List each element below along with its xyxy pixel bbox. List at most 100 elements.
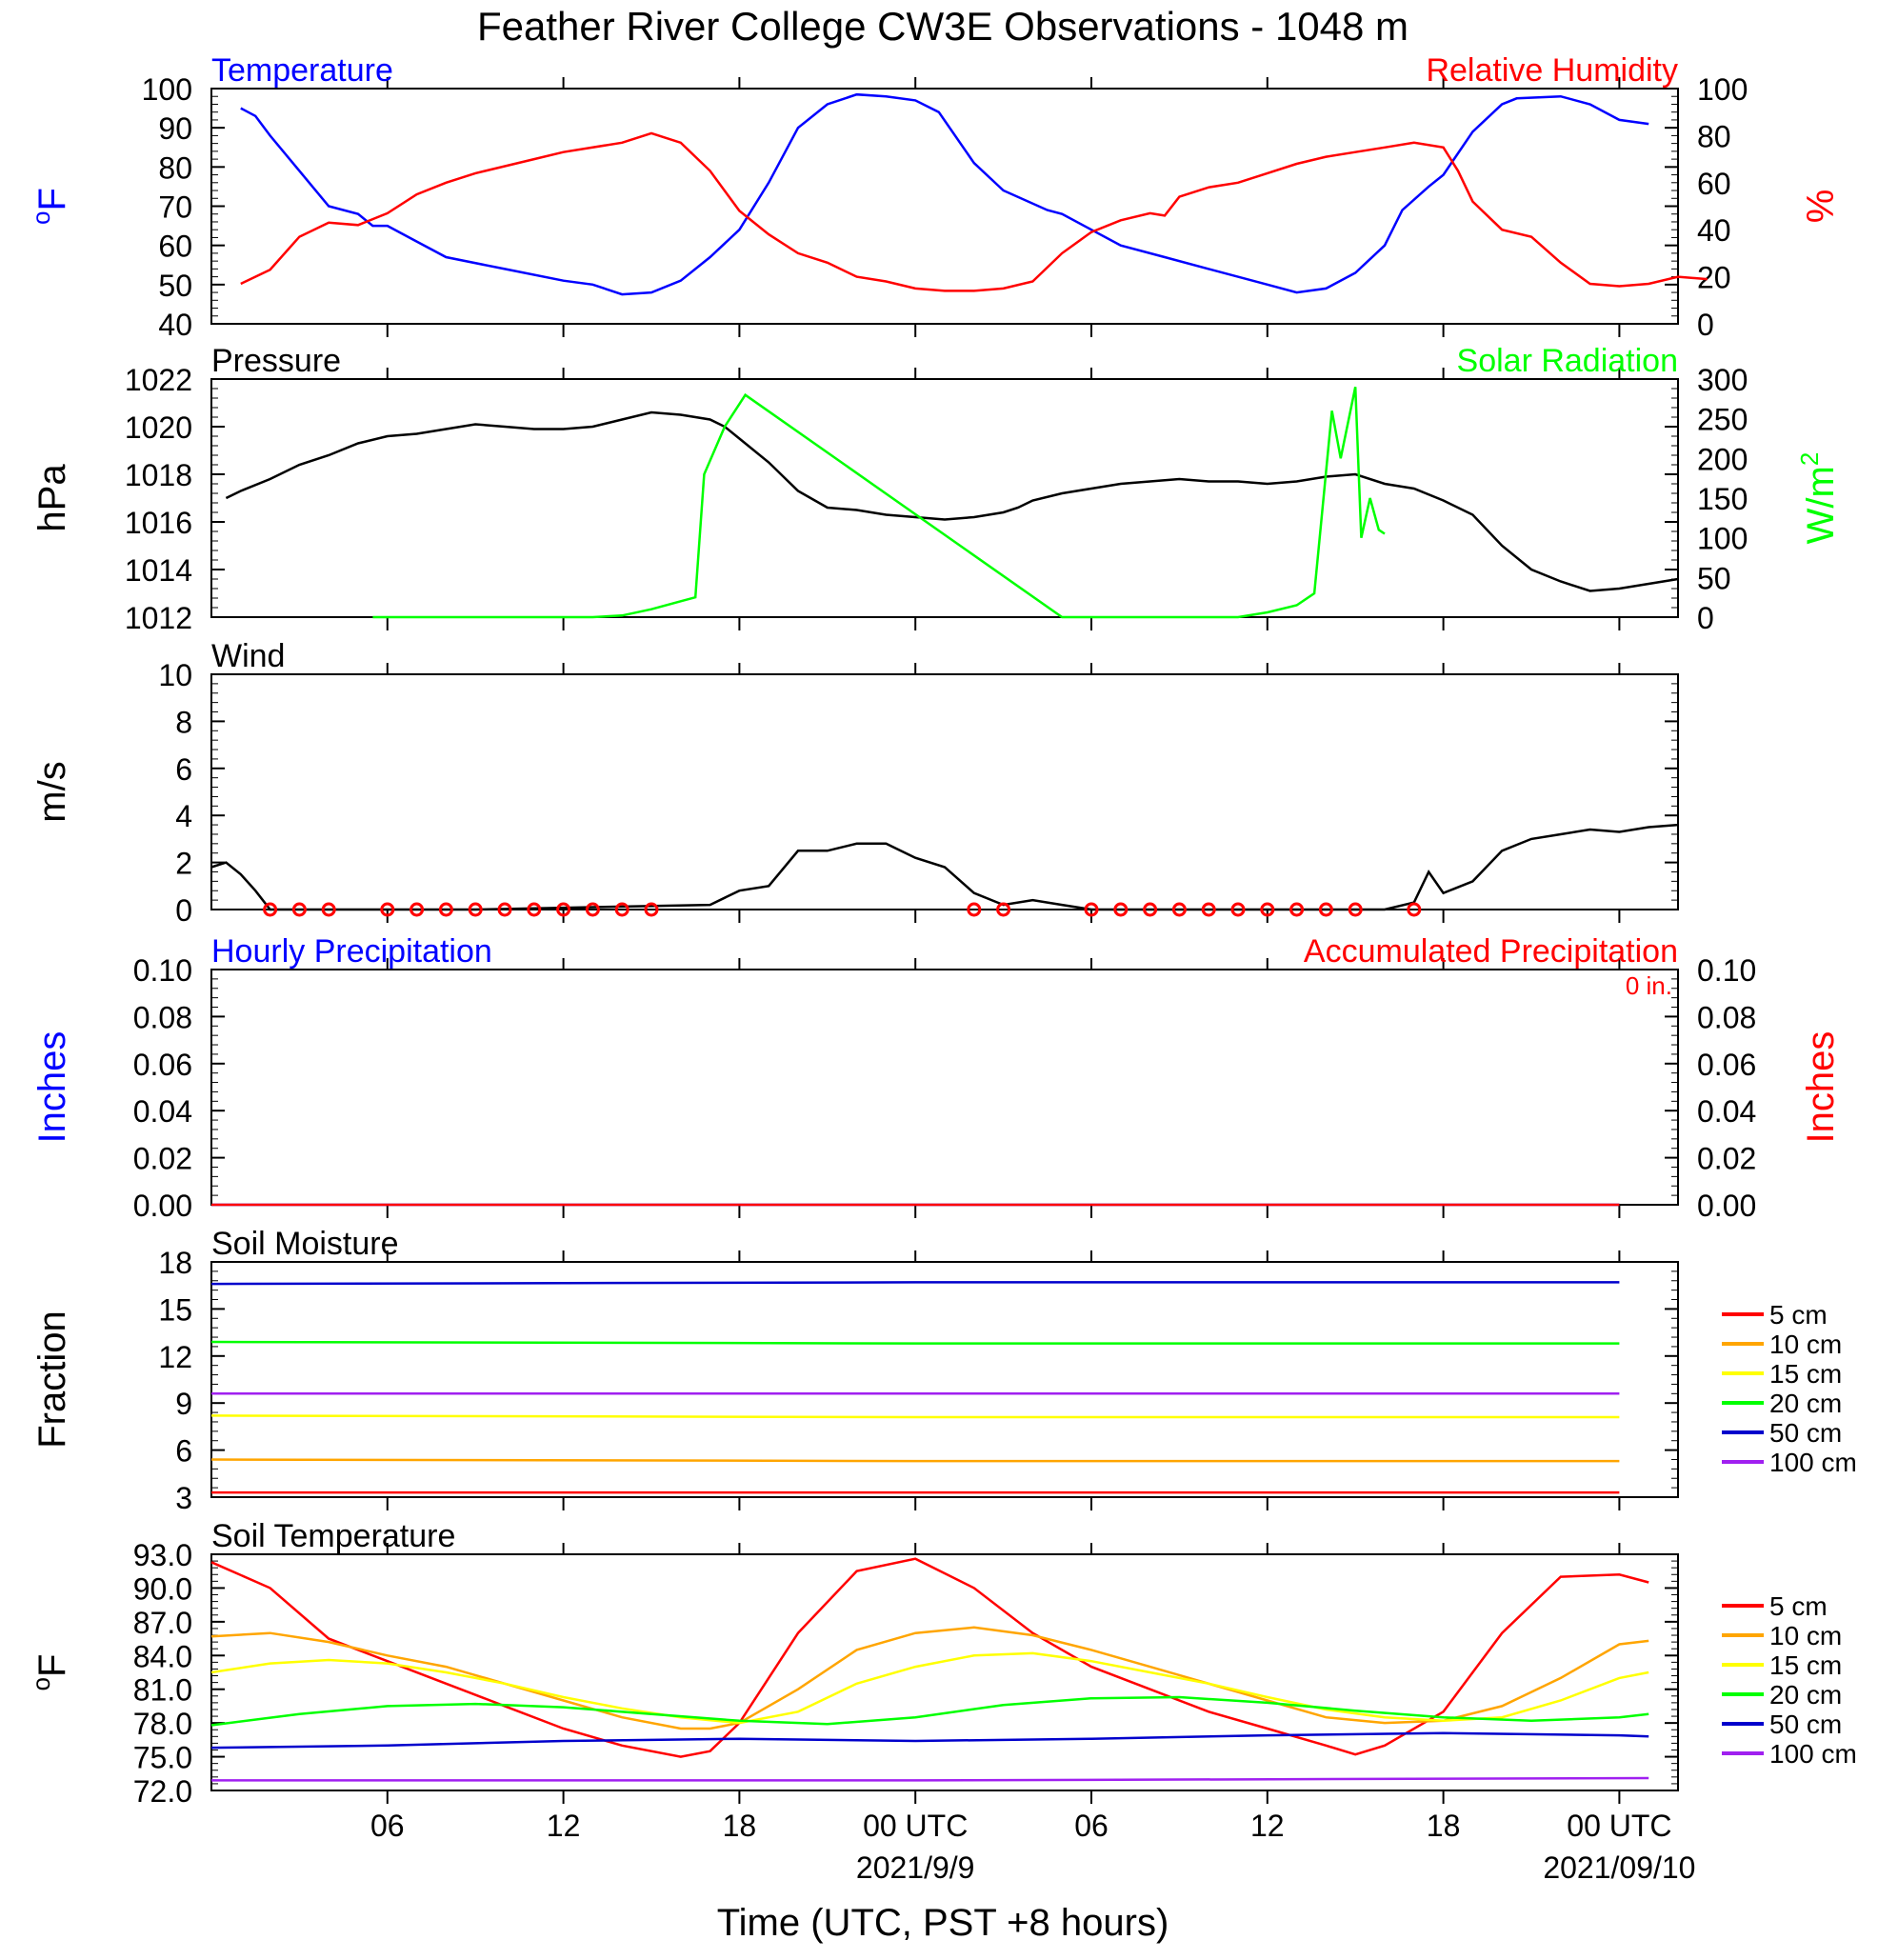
y-axis-label: oF <box>27 188 73 225</box>
calm-marker <box>1084 902 1099 917</box>
y-tick-label: 6 <box>175 1434 192 1469</box>
panel-title-left: Soil Temperature <box>211 1518 455 1554</box>
degree-symbol: o <box>27 210 55 224</box>
legend-entry: 15 cm <box>1769 1359 1842 1389</box>
y-tick-label-right: 300 <box>1697 363 1748 397</box>
calm-marker <box>1318 902 1333 917</box>
x-tick-label: 06 <box>370 1809 405 1843</box>
y-tick-label: 0.06 <box>133 1048 192 1082</box>
series-line-15-cm <box>210 1651 1649 1725</box>
y-axis-label: Fraction <box>31 1310 73 1449</box>
calm-marker <box>1348 902 1363 917</box>
y-tick-label: 6 <box>175 752 192 787</box>
legend-entry: 20 cm <box>1769 1680 1842 1710</box>
y-tick-label: 0.04 <box>133 1094 192 1129</box>
y-tick-label: 40 <box>158 308 192 342</box>
calm-marker <box>1260 902 1275 917</box>
series-line-wind <box>210 823 1679 911</box>
y-tick-label-right: 40 <box>1697 213 1731 248</box>
unit-text: W/m <box>1800 466 1842 544</box>
y-tick-label-right: 0.00 <box>1697 1189 1756 1223</box>
panel-frame <box>210 88 1679 325</box>
y-tick-label: 50 <box>158 269 192 303</box>
y-tick-label-right: 100 <box>1697 522 1748 556</box>
y-axis-label: m/s <box>31 761 73 822</box>
panel-frame <box>210 378 1679 618</box>
y-tick-label: 90 <box>158 111 192 146</box>
calm-marker <box>380 902 395 917</box>
series-line-5-cm <box>210 1557 1649 1758</box>
calm-marker <box>1230 902 1246 917</box>
panel-title-left: Pressure <box>211 343 341 379</box>
figure-title: Feather River College CW3E Observations … <box>477 4 1408 49</box>
y-tick-label: 2 <box>175 847 192 881</box>
date-label: 2021/9/9 <box>856 1850 975 1885</box>
panel-frame <box>210 673 1679 910</box>
x-axis-title: Time (UTC, PST +8 hours) <box>717 1902 1169 1944</box>
y-tick-label-right: 0 <box>1697 308 1714 342</box>
panel-title-left: Temperature <box>211 52 393 89</box>
y-tick-label: 70 <box>158 190 192 225</box>
legend-entry: 100 cm <box>1769 1739 1857 1769</box>
y-tick-label-right: 80 <box>1697 119 1731 153</box>
y-tick-label: 0.02 <box>133 1142 192 1176</box>
series-line-pressure <box>225 410 1679 592</box>
y-tick-label: 1020 <box>125 410 192 445</box>
y-tick-label: 1014 <box>125 553 192 588</box>
series-line-20-cm <box>210 1340 1620 1345</box>
legend-entry: 50 cm <box>1769 1418 1842 1448</box>
series-line-50-cm <box>210 1281 1620 1286</box>
y-tick-label: 90.0 <box>133 1571 192 1606</box>
panel-frame <box>210 1261 1679 1498</box>
y-tick-label: 0.10 <box>133 953 192 988</box>
y-tick-label-right: 150 <box>1697 482 1748 516</box>
y-tick-label: 0 <box>175 893 192 928</box>
y-tick-label: 12 <box>158 1340 192 1374</box>
x-tick-label: 06 <box>1074 1809 1109 1843</box>
calm-marker <box>410 902 425 917</box>
panel-title-right: Relative Humidity <box>1426 52 1678 89</box>
series-line-15-cm <box>210 1414 1620 1419</box>
y-axis-label: W/m2 <box>1795 452 1842 545</box>
y-tick-label-right: 200 <box>1697 442 1748 476</box>
unit-text: F <box>31 1654 73 1677</box>
panel-title-right: Solar Radiation <box>1457 343 1678 379</box>
calm-marker <box>263 902 278 917</box>
y-tick-label: 0.08 <box>133 1000 192 1034</box>
calm-marker <box>1201 902 1216 917</box>
y-tick-label: 60 <box>158 230 192 264</box>
panel-soil_temperature: 72.075.078.081.084.087.090.093.0 Soil Tem… <box>133 1518 1857 1809</box>
y-tick-label-right: 0.04 <box>1697 1094 1756 1129</box>
calm-marker <box>468 902 483 917</box>
y-tick-label: 75.0 <box>133 1741 192 1775</box>
series-line-100-cm <box>211 1776 1649 1782</box>
y-tick-label-right: 100 <box>1697 72 1748 107</box>
x-tick-label: 00 UTC <box>1567 1809 1671 1843</box>
legend-entry: 100 cm <box>1769 1448 1857 1477</box>
legend-entry: 10 cm <box>1769 1330 1842 1359</box>
legend-entry: 15 cm <box>1769 1650 1842 1680</box>
y-axis-label: Inches <box>1800 1031 1842 1144</box>
legend-entry: 10 cm <box>1769 1621 1842 1650</box>
panel-title-right: Accumulated Precipitation <box>1304 933 1678 970</box>
y-tick-label-right: 0.06 <box>1697 1048 1756 1082</box>
calm-marker <box>1113 902 1129 917</box>
series-line-solar-radiation <box>372 387 1386 619</box>
legend-entry: 5 cm <box>1769 1591 1828 1621</box>
series-line-temperature <box>240 92 1649 296</box>
series-line-10-cm <box>210 1458 1620 1463</box>
series-line-10-cm <box>210 1626 1649 1730</box>
series-line-20-cm <box>210 1695 1649 1727</box>
accumulated-total-label: 0 in. <box>1626 971 1672 1000</box>
date-label: 2021/09/10 <box>1543 1850 1695 1885</box>
y-tick-label: 4 <box>175 799 192 833</box>
y-tick-label: 1022 <box>125 363 192 397</box>
calm-marker <box>497 902 512 917</box>
superscript: 2 <box>1795 452 1824 466</box>
panel-precipitation: 0.00 0.02 0.04 0.06 0.08 0.10 0.00 0.02 0.04 0.06… <box>133 933 1757 1223</box>
y-tick-label: 18 <box>158 1246 192 1280</box>
legend-entry: 20 cm <box>1769 1389 1842 1418</box>
y-axis-label: oF <box>27 1654 73 1691</box>
x-tick-label: 12 <box>547 1809 581 1843</box>
